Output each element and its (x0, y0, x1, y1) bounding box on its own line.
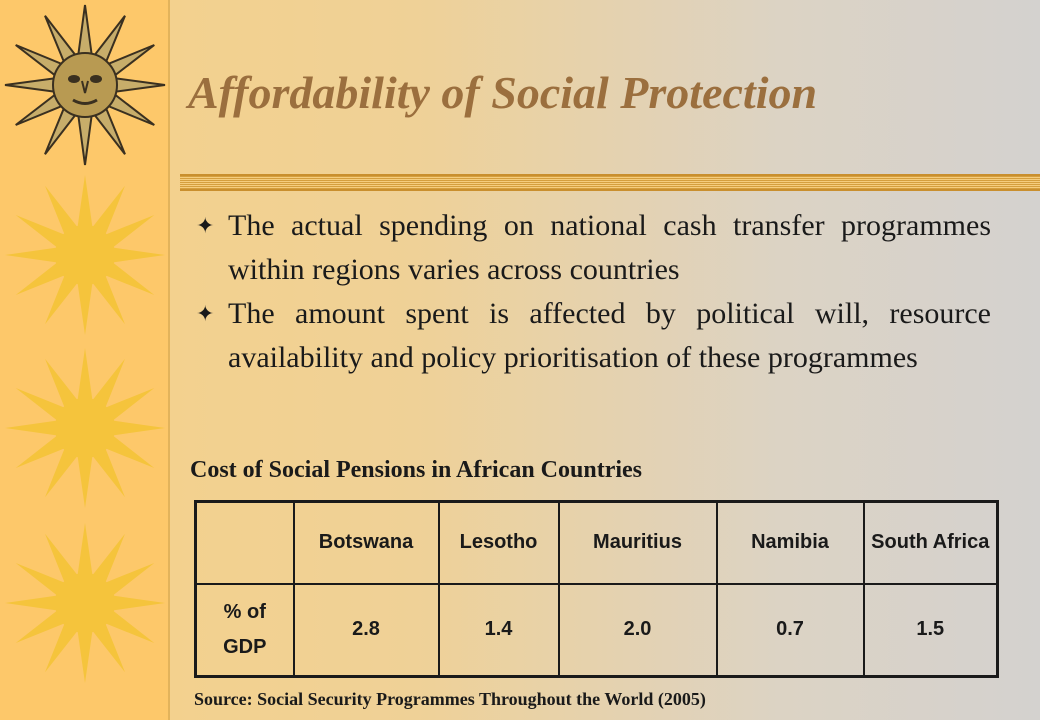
sun-icon (5, 348, 165, 508)
column-header: Lesotho (437, 500, 560, 585)
table-corner-cell (194, 500, 295, 585)
table-cell: 2.8 (292, 582, 440, 678)
bullet-item: ✦ The amount spent is affected by politi… (196, 292, 991, 380)
table-header-row: Botswana Lesotho Mauritius Namibia South… (194, 500, 999, 585)
bullet-list: ✦ The actual spending on national cash t… (196, 204, 991, 380)
table-cell: 2.0 (557, 582, 718, 678)
left-decor-band (0, 0, 170, 720)
bullet-text: The actual spending on national cash tra… (228, 209, 991, 286)
pension-cost-table: Botswana Lesotho Mauritius Namibia South… (194, 500, 999, 678)
sun-icon (5, 523, 165, 683)
bullet-item: ✦ The actual spending on national cash t… (196, 204, 991, 292)
star-bullet-icon: ✦ (196, 301, 215, 326)
table-cell: 1.4 (437, 582, 560, 678)
table-cell: 1.5 (862, 582, 999, 678)
slide-title: Affordability of Social Protection (188, 67, 818, 118)
table-cell: 0.7 (715, 582, 865, 678)
star-bullet-icon: ✦ (196, 213, 215, 238)
bullet-text: The amount spent is affected by politica… (228, 297, 991, 374)
table-caption: Cost of Social Pensions in African Count… (190, 457, 643, 483)
column-header: Namibia (715, 500, 865, 585)
column-header: South Africa (862, 500, 999, 585)
column-header: Botswana (292, 500, 440, 585)
sun-icon (5, 175, 165, 335)
sun-face-icon (4, 4, 166, 166)
column-header: Mauritius (557, 500, 718, 585)
row-header: % of GDP (194, 582, 295, 678)
source-note: Source: Social Security Programmes Throu… (194, 689, 706, 709)
title-divider (180, 174, 1040, 191)
table-row: % of GDP 2.8 1.4 2.0 0.7 1.5 (194, 582, 999, 678)
